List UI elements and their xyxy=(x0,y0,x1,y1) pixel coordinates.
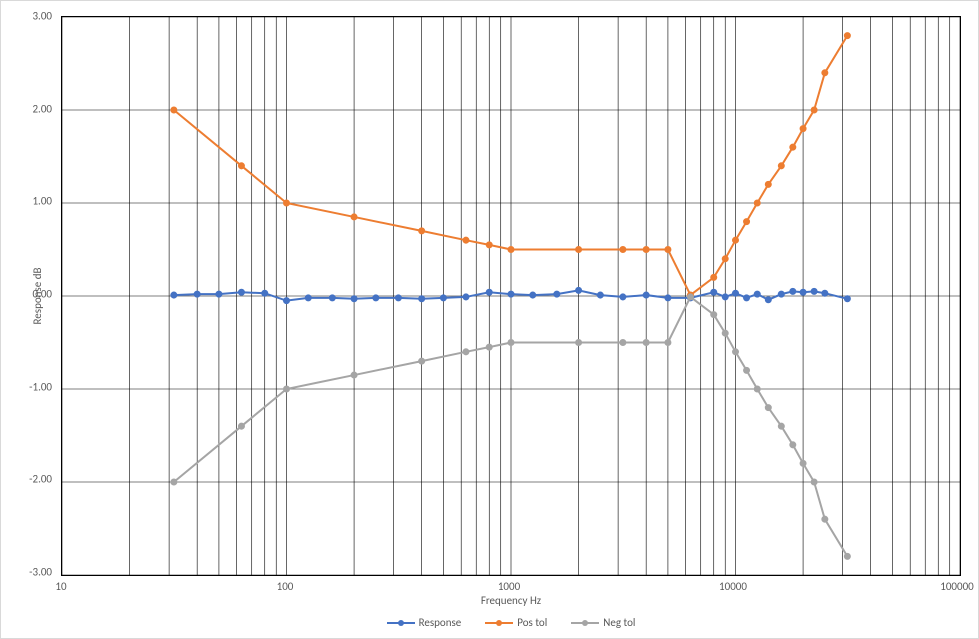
legend: Response Pos tol Neg tol xyxy=(61,616,961,632)
grid-and-series xyxy=(62,17,960,575)
legend-swatch xyxy=(387,617,415,629)
x-tick-label: 100000 xyxy=(940,580,973,593)
legend-item: Pos tol xyxy=(485,616,547,629)
chart-container: Response dB -3.00-2.00-1.000.001.002.003… xyxy=(0,0,979,639)
y-tick-label: -2.00 xyxy=(29,473,52,486)
legend-swatch xyxy=(571,617,599,629)
legend-label: Neg tol xyxy=(603,616,635,629)
legend-label: Pos tol xyxy=(517,616,547,629)
x-tick-label: 10 xyxy=(55,580,66,593)
y-tick-label: -3.00 xyxy=(29,566,52,579)
x-axis-title: Frequency Hz xyxy=(61,594,961,607)
legend-swatch xyxy=(485,617,513,629)
y-tick-label: 0.00 xyxy=(32,288,52,301)
y-tick-label: 2.00 xyxy=(32,102,52,115)
x-axis-ticks: 10100100010000100000 xyxy=(61,576,961,596)
legend-item: Neg tol xyxy=(571,616,635,629)
y-tick-label: -1.00 xyxy=(29,380,52,393)
y-tick-label: 3.00 xyxy=(32,10,52,23)
legend-label: Response xyxy=(419,616,462,629)
x-tick-label: 10000 xyxy=(719,580,747,593)
x-tick-label: 100 xyxy=(277,580,294,593)
legend-item: Response xyxy=(387,616,462,629)
plot-area xyxy=(61,16,961,576)
x-tick-label: 1000 xyxy=(498,580,520,593)
y-tick-label: 1.00 xyxy=(32,195,52,208)
y-axis-ticks: -3.00-2.00-1.000.001.002.003.00 xyxy=(1,16,56,576)
